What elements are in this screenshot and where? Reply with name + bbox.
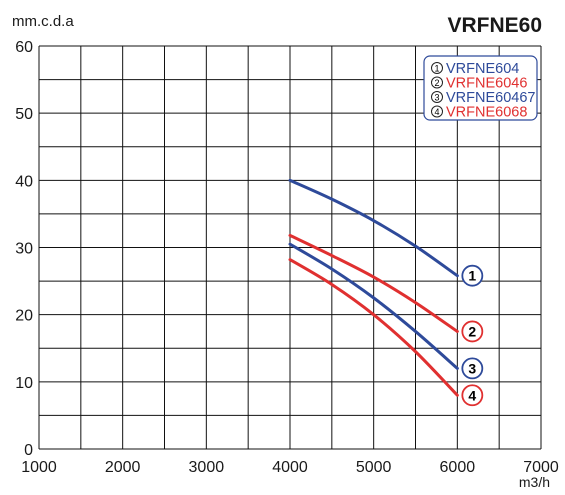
series-end-marker-number: 2	[468, 323, 476, 339]
y-tick-label: 20	[15, 308, 33, 325]
legend-box	[423, 55, 538, 121]
legend-label: VRFNE604	[446, 61, 519, 77]
chart-title: VRFNE60	[447, 14, 542, 37]
y-tick-label: 30	[15, 241, 33, 258]
x-tick-label: 7000	[523, 459, 559, 476]
series-group	[288, 178, 459, 397]
legend-label: VRFNE6068	[446, 105, 527, 121]
series-end-marker-number: 3	[468, 360, 476, 376]
y-tick-labels: 0 10 20 30 40 50 60	[15, 39, 33, 459]
x-tick-label: 6000	[440, 459, 476, 476]
legend-marker	[431, 105, 443, 118]
series-end-marker-3	[461, 357, 484, 380]
x-tick-label: 3000	[189, 459, 225, 476]
series-end-marker-2	[461, 320, 484, 343]
x-axis-label: m3/h	[519, 474, 550, 490]
x-tick-label: 2000	[105, 459, 141, 476]
legend-marker-number: 3	[434, 92, 439, 102]
x-tick-label: 1000	[21, 459, 57, 476]
series-line-1	[288, 178, 459, 278]
legend-marker	[431, 91, 443, 103]
y-tick-label: 50	[15, 106, 33, 123]
legend-marker	[431, 62, 443, 74]
y-tick-label: 40	[15, 173, 33, 190]
series-line-3	[288, 242, 459, 370]
legend-marker-number: 2	[434, 78, 439, 88]
series-end-marker-4	[461, 384, 484, 407]
legend-label: VRFNE6046	[446, 76, 527, 92]
legend-marker-number: 4	[434, 107, 439, 117]
x-tick-label: 5000	[356, 459, 392, 476]
x-tick-labels: 1000 2000 3000 4000 5000 6000 7000	[21, 459, 559, 476]
legend-label: VRFNE60467	[446, 90, 535, 106]
legend: 1 VRFNE604 2 VRFNE6046 3 VRFNE60467 4 VRFNE6068	[423, 55, 538, 121]
y-tick-label: 60	[15, 39, 33, 56]
series-end-marker-number: 1	[468, 268, 476, 284]
y-tick-label: 10	[15, 375, 33, 392]
y-tick-label: 0	[24, 442, 33, 459]
x-tick-label: 4000	[272, 459, 308, 476]
series-line-4	[288, 258, 459, 397]
y-axis-label: mm.c.d.a	[12, 13, 74, 30]
series-end-markers: 1 2 3 4	[461, 264, 484, 407]
series-end-marker-1	[461, 264, 484, 287]
legend-marker	[431, 76, 443, 89]
legend-marker-number: 1	[434, 63, 439, 73]
series-line-2	[288, 233, 459, 333]
series-end-marker-number: 4	[468, 387, 476, 403]
